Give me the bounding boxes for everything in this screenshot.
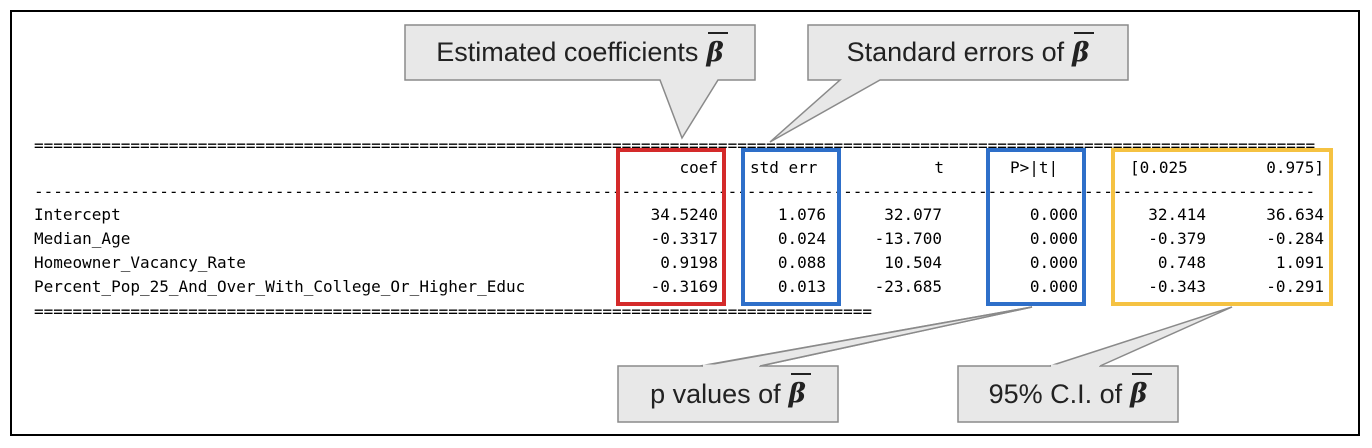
cell-std-err: 0.088	[777, 253, 826, 272]
p-callout-text: p values of	[650, 378, 781, 409]
cell-ci-high: 36.634	[1266, 205, 1324, 224]
cell-std-err: 0.024	[777, 229, 826, 248]
beta-hat-symbol: β	[706, 31, 729, 68]
header-p: P>|t|	[1010, 158, 1059, 177]
cell-p: 0.000	[1029, 205, 1078, 224]
p-column-highlight	[986, 148, 1086, 306]
header-ci-high: 0.975]	[1266, 158, 1324, 177]
coef-callout-text: Estimated coefficients	[436, 37, 699, 67]
coef-column-highlight	[616, 148, 726, 306]
cell-ci-high: 1.091	[1275, 253, 1324, 272]
ci-callout-tail	[1049, 306, 1233, 367]
ci-callout-label: 95% C.I. of β	[958, 366, 1178, 422]
header-ci-low: [0.025	[1130, 158, 1188, 177]
beta-hat-symbol: β	[788, 373, 811, 409]
cell-std-err: 1.076	[777, 205, 826, 224]
cell-p: 0.000	[1029, 229, 1078, 248]
cell-p: 0.000	[1029, 277, 1078, 296]
cell-name: Median_Age	[34, 229, 131, 248]
p-callout-label: p values of β	[618, 366, 838, 422]
cell-name: Homeowner_Vacancy_Rate	[34, 253, 246, 272]
cell-std-err: 0.013	[777, 277, 826, 296]
std-err-callout-text: Standard errors of	[846, 37, 1065, 67]
cell-ci-high: -0.284	[1266, 229, 1324, 248]
header-single-rule: ----------------------------------------…	[34, 182, 1316, 201]
coef-callout-label: Estimated coefficients β	[405, 25, 755, 80]
cell-t: -23.685	[874, 277, 942, 296]
std-err-callout-shape	[769, 24, 1129, 143]
std-err-callout-label: Standard errors of β	[808, 25, 1128, 80]
header-t: t	[934, 158, 944, 177]
cell-coef: -0.3317	[650, 229, 718, 248]
cell-t: 10.504	[884, 253, 942, 272]
header-std-err: std err	[750, 158, 818, 177]
cell-t: -13.700	[874, 229, 942, 248]
std-err-column-highlight	[741, 148, 841, 306]
cell-name: Intercept	[34, 205, 121, 224]
cell-t: 32.077	[884, 205, 942, 224]
ci-callout-shape	[957, 365, 1179, 423]
cell-ci-low: -0.379	[1148, 229, 1206, 248]
cell-ci-low: 0.748	[1157, 253, 1206, 272]
ci-columns-highlight	[1111, 148, 1333, 306]
cell-name: Percent_Pop_25_And_Over_With_College_Or_…	[34, 277, 526, 296]
ci-callout-text: 95% C.I. of	[988, 378, 1123, 409]
cell-coef: -0.3169	[650, 277, 718, 296]
cell-coef: 34.5240	[650, 205, 718, 224]
p-callout-tail	[701, 306, 1033, 367]
bottom-double-rule: ========================================…	[34, 302, 873, 321]
cell-ci-low: -0.343	[1148, 277, 1206, 296]
header-coef: coef	[679, 158, 718, 177]
cell-p: 0.000	[1029, 253, 1078, 272]
coef-callout-shape	[404, 24, 756, 140]
cell-ci-low: 32.414	[1148, 205, 1206, 224]
beta-hat-symbol: β	[1130, 373, 1153, 409]
cell-ci-high: -0.291	[1266, 277, 1324, 296]
cell-coef: 0.9198	[660, 253, 718, 272]
beta-hat-symbol: β	[1072, 31, 1095, 68]
